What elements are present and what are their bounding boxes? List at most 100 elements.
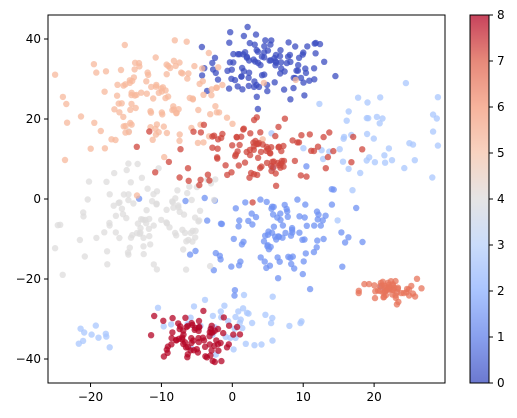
scatter-point xyxy=(319,217,326,224)
scatter-point xyxy=(91,119,98,127)
scatter-point xyxy=(152,131,160,138)
scatter-point xyxy=(429,174,436,181)
scatter-point xyxy=(180,246,187,253)
scatter-point xyxy=(255,139,262,147)
scatter-point xyxy=(176,137,183,144)
scatter-point xyxy=(288,224,296,232)
scatter-point xyxy=(388,157,396,164)
scatter-point xyxy=(199,65,206,72)
scatter-point xyxy=(242,340,249,347)
scatter-point xyxy=(218,134,225,142)
scatter-point xyxy=(286,322,293,330)
scatter-point xyxy=(112,229,120,236)
scatter-point xyxy=(310,65,318,72)
y-axis: −40 −20 0 20 40 xyxy=(16,32,48,366)
scatter-point xyxy=(123,214,130,222)
scatter-point xyxy=(401,164,408,172)
scatter-point xyxy=(282,229,289,237)
scatter-point xyxy=(353,204,360,212)
scatter-point xyxy=(228,66,235,73)
scatter-point xyxy=(150,95,157,102)
colorbar-tick-label: 3 xyxy=(497,238,505,252)
scatter-point xyxy=(217,256,224,263)
scatter-point xyxy=(243,309,251,316)
x-tick-label: −20 xyxy=(78,390,103,404)
scatter-point xyxy=(294,196,301,203)
scatter-point xyxy=(132,104,139,112)
scatter-point xyxy=(166,224,173,231)
scatter-point xyxy=(180,331,187,338)
scatter-point xyxy=(171,37,178,44)
scatter-point xyxy=(168,334,175,342)
scatter-point xyxy=(228,263,235,270)
scatter-point xyxy=(184,354,191,361)
scatter-point xyxy=(245,57,253,64)
scatter-point xyxy=(184,189,191,197)
scatter-point xyxy=(308,147,315,154)
y-tick-label: 20 xyxy=(26,112,41,126)
scatter-point xyxy=(322,165,329,172)
scatter-point xyxy=(377,94,384,101)
scatter-point xyxy=(380,293,388,301)
scatter-point xyxy=(153,121,161,128)
scatter-point xyxy=(310,248,318,256)
scatter-point xyxy=(281,115,289,122)
scatter-point xyxy=(400,289,407,297)
scatter-point xyxy=(434,94,442,101)
scatter-point xyxy=(101,145,109,152)
scatter-point xyxy=(175,202,182,209)
scatter-point xyxy=(116,234,123,242)
scatter-point xyxy=(285,253,292,260)
scatter-point xyxy=(314,143,322,150)
scatter-point xyxy=(234,51,242,58)
scatter-point xyxy=(190,303,198,310)
scatter-point xyxy=(145,225,153,232)
scatter-point xyxy=(182,314,189,321)
scatter-point xyxy=(390,286,397,294)
scatter-point xyxy=(230,346,237,353)
scatter-point xyxy=(244,23,251,31)
scatter-point xyxy=(162,94,169,102)
points-layer xyxy=(51,23,442,366)
scatter-point xyxy=(275,123,282,131)
scatter-point xyxy=(239,305,247,312)
scatter-point xyxy=(195,317,203,325)
scatter-point xyxy=(176,59,183,66)
scatter-point xyxy=(316,100,323,108)
scatter-point xyxy=(313,244,320,251)
scatter-point xyxy=(357,169,364,177)
scatter-point xyxy=(354,94,362,101)
scatter-point xyxy=(127,106,134,114)
scatter-point xyxy=(260,79,268,87)
scatter-point xyxy=(151,312,158,320)
y-tick-label: −40 xyxy=(16,352,41,366)
scatter-point xyxy=(101,88,108,95)
scatter-point xyxy=(265,228,272,235)
scatter-point xyxy=(306,285,314,293)
scatter-point xyxy=(311,222,318,229)
scatter-point xyxy=(127,179,134,186)
scatter-point xyxy=(295,61,302,69)
scatter-point xyxy=(339,158,347,165)
scatter-point xyxy=(345,234,352,241)
scatter-point xyxy=(245,74,252,82)
scatter-point xyxy=(429,128,437,135)
scatter-point xyxy=(185,177,192,184)
scatter-point xyxy=(345,108,352,115)
scatter-point xyxy=(336,146,343,153)
scatter-point xyxy=(137,229,144,236)
scatter-point xyxy=(186,183,193,190)
scatter-point xyxy=(286,51,294,59)
scatter-point xyxy=(291,265,298,272)
scatter-point xyxy=(343,117,350,124)
colorbar-axis: 0 1 2 3 4 5 6 7 8 xyxy=(489,8,505,390)
scatter-point xyxy=(302,201,309,208)
scatter-point xyxy=(161,153,168,161)
scatter-point xyxy=(120,113,127,121)
scatter-point xyxy=(301,214,308,221)
scatter-point xyxy=(385,145,393,152)
scatter-point xyxy=(133,143,140,150)
scatter-point xyxy=(140,234,147,241)
scatter-point xyxy=(214,155,221,162)
scatter-point xyxy=(54,222,61,229)
